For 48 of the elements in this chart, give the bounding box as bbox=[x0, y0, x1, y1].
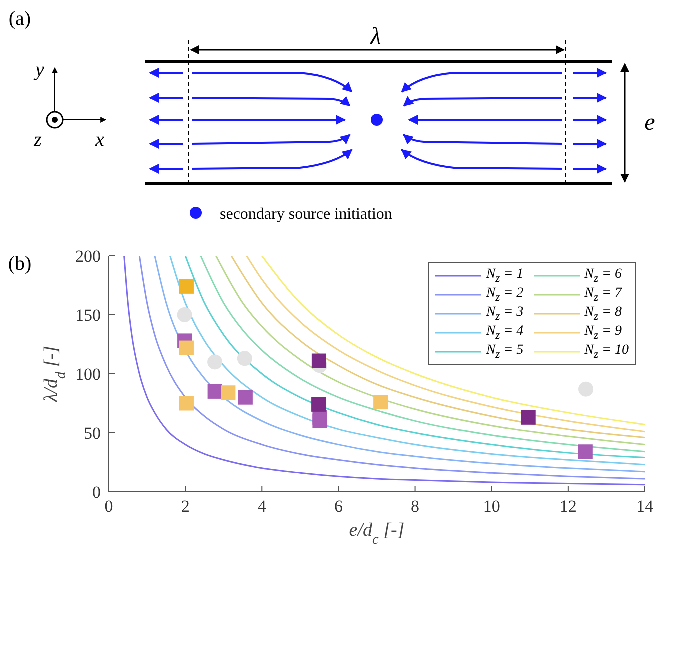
point bbox=[374, 395, 388, 410]
x-tick-label: 4 bbox=[258, 497, 267, 516]
x-tick-label: 0 bbox=[104, 497, 114, 516]
point bbox=[208, 384, 222, 399]
legend-label: N$_{z}$ = 3 bbox=[486, 304, 524, 322]
x-tick-label: 12 bbox=[560, 497, 577, 516]
text: e bbox=[644, 110, 656, 136]
x-tick-label: 8 bbox=[411, 497, 420, 516]
x-tick-label: 14 bbox=[636, 497, 654, 516]
text: x bbox=[94, 129, 105, 151]
point bbox=[312, 354, 326, 368]
legend-label: N$_{z}$ = 8 bbox=[584, 304, 622, 322]
x-tick-label: 2 bbox=[181, 497, 190, 516]
point bbox=[237, 351, 252, 366]
legend-label: N$_{z}$ = 9 bbox=[584, 324, 622, 342]
legend-label: N$_{z}$ = 4 bbox=[486, 324, 524, 342]
x-axis-title: e/d$_{c}$ [-] bbox=[349, 520, 405, 548]
text: y bbox=[34, 59, 45, 81]
point bbox=[312, 414, 328, 428]
point bbox=[578, 444, 593, 460]
legend-label: N$_{z}$ = 10 bbox=[584, 342, 629, 360]
text: secondary source initiation bbox=[220, 206, 392, 223]
y-tick-label: 100 bbox=[76, 365, 101, 384]
point bbox=[208, 354, 223, 370]
legend-label: N$_{z}$ = 1 bbox=[486, 266, 524, 284]
point bbox=[312, 397, 326, 412]
point bbox=[578, 382, 594, 397]
y-tick-label: 0 bbox=[92, 483, 101, 502]
y-tick-label: 50 bbox=[84, 424, 101, 444]
point bbox=[179, 340, 194, 356]
x-tick-label: 10 bbox=[483, 497, 500, 516]
point bbox=[179, 279, 194, 294]
text: z bbox=[33, 129, 42, 151]
text: λ bbox=[370, 24, 382, 50]
legend-label: N$_{z}$ = 5 bbox=[486, 342, 524, 360]
y-tick-label: 150 bbox=[76, 306, 101, 326]
legend-label: N$_{z}$ = 7 bbox=[584, 286, 622, 304]
point bbox=[238, 390, 253, 405]
legend-label: N$_{z}$ = 6 bbox=[584, 266, 622, 284]
y-tick-label: 200 bbox=[76, 247, 101, 266]
point bbox=[177, 308, 192, 322]
x-tick-label: 6 bbox=[334, 497, 343, 516]
text: (a) bbox=[8, 8, 32, 30]
text: (b) bbox=[8, 253, 32, 275]
point bbox=[221, 386, 236, 400]
point bbox=[521, 410, 536, 425]
point bbox=[179, 396, 194, 411]
legend-label: N$_{z}$ = 2 bbox=[486, 286, 524, 304]
